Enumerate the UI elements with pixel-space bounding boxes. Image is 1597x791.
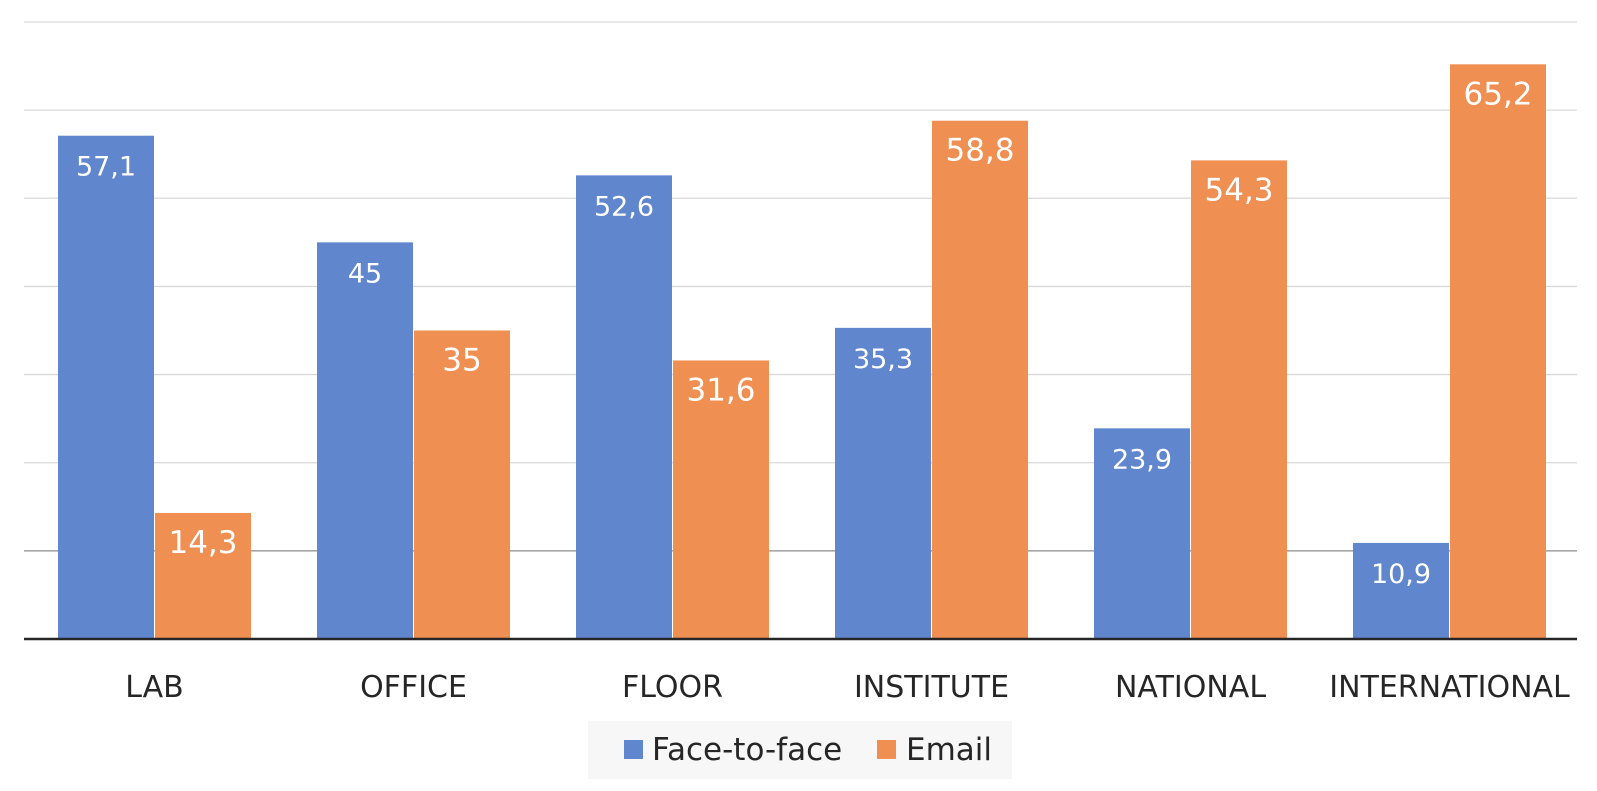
bar xyxy=(317,242,413,639)
legend-background xyxy=(588,721,1012,779)
legend-swatch-email xyxy=(877,740,896,759)
data-label: 35 xyxy=(442,343,481,379)
data-label: 65,2 xyxy=(1463,76,1532,112)
bar xyxy=(1191,160,1287,640)
data-label: 23,9 xyxy=(1112,444,1172,475)
data-label: 14,3 xyxy=(168,525,237,561)
data-label: 52,6 xyxy=(594,191,654,222)
data-label: 54,3 xyxy=(1204,172,1273,208)
data-label: 31,6 xyxy=(686,372,755,408)
bar xyxy=(1450,64,1546,639)
bar xyxy=(1094,428,1190,639)
data-labels: 57,1 14,3 45 35 52,6 31,6 35,3 58,8 23,9 54,3 10,9… xyxy=(76,76,1533,590)
data-label: 35,3 xyxy=(853,344,913,375)
bars xyxy=(58,64,1546,640)
data-label: 58,8 xyxy=(945,133,1014,169)
x-tick-label: INSTITUTE xyxy=(854,670,1009,705)
bar xyxy=(1353,542,1449,639)
data-label: 45 xyxy=(348,258,382,289)
bar xyxy=(58,135,154,639)
bar xyxy=(673,360,769,639)
bar xyxy=(414,330,510,639)
data-label: 10,9 xyxy=(1371,559,1431,590)
x-tick-label: INTERNATIONAL xyxy=(1329,670,1570,705)
x-tick-label: FLOOR xyxy=(622,670,723,705)
x-axis-labels: LAB OFFICE FLOOR INSTITUTE NATIONAL INTERNATI… xyxy=(125,670,1570,705)
bar xyxy=(155,512,251,639)
x-tick-label: LAB xyxy=(125,670,184,705)
bar xyxy=(932,120,1028,640)
gridlines xyxy=(24,21,1577,552)
bar xyxy=(835,327,931,639)
legend-label-face-to-face: Face-to-face xyxy=(652,732,842,768)
x-tick-label: NATIONAL xyxy=(1115,670,1266,705)
legend-label-email: Email xyxy=(906,732,992,768)
bar xyxy=(576,175,672,639)
x-tick-label: OFFICE xyxy=(360,670,467,705)
data-label: 57,1 xyxy=(76,152,136,183)
legend: Face-to-face Email xyxy=(588,721,1012,779)
legend-swatch-face-to-face xyxy=(624,740,643,759)
